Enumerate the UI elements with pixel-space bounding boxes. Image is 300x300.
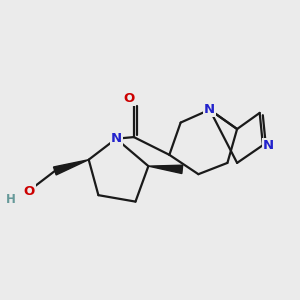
Text: O: O <box>123 92 135 105</box>
Text: N: N <box>263 139 274 152</box>
Text: N: N <box>111 132 122 145</box>
Text: N: N <box>204 103 215 116</box>
Text: H: H <box>6 193 16 206</box>
Polygon shape <box>53 160 89 175</box>
Polygon shape <box>148 165 183 173</box>
Text: O: O <box>23 185 35 198</box>
